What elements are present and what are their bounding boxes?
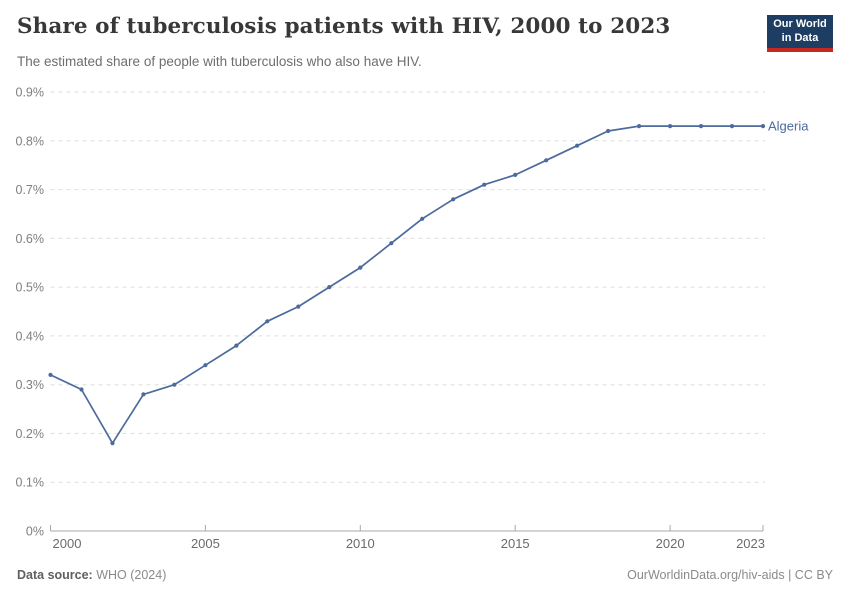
chart-subtitle: The estimated share of people with tuber… <box>17 54 422 69</box>
data-source: Data source: WHO (2024) <box>17 568 166 582</box>
chart-footer: Data source: WHO (2024) OurWorldinData.o… <box>17 568 833 582</box>
data-point[interactable] <box>141 392 146 397</box>
series-line-algeria[interactable] <box>49 125 764 445</box>
data-point[interactable] <box>358 265 363 270</box>
data-point[interactable] <box>729 124 735 129</box>
data-point[interactable] <box>110 441 115 446</box>
y-axis-tick-label: 0% <box>26 525 44 539</box>
series-label-algeria[interactable]: Algeria <box>768 119 809 134</box>
data-point[interactable] <box>637 124 642 129</box>
data-point[interactable] <box>296 304 301 309</box>
y-axis-tick-label: 0.1% <box>16 476 45 490</box>
line-chart: 0% 0.1% 0.2% 0.3% 0.4% 0.5% 0.6% 0.7% 0.8% 0.9% 20… <box>16 86 810 552</box>
data-point[interactable] <box>327 285 332 290</box>
data-point[interactable] <box>668 124 673 129</box>
data-point[interactable] <box>79 387 84 392</box>
y-axis-tick-label: 0.2% <box>16 427 45 441</box>
owid-logo-line1: Our World <box>773 18 827 30</box>
x-axis-tick-label: 2023 <box>736 536 765 551</box>
owid-logo-line2: in Data <box>781 31 819 44</box>
data-source-value: WHO (2024) <box>92 568 167 582</box>
data-point[interactable] <box>234 343 239 348</box>
data-point[interactable] <box>265 319 270 324</box>
data-point[interactable] <box>451 197 456 202</box>
x-axis-tick-label: 2005 <box>191 536 220 551</box>
y-axis-tick-label: 0.5% <box>16 281 45 295</box>
x-axis-tick-label: 2010 <box>346 536 375 551</box>
data-point[interactable] <box>575 143 580 148</box>
y-axis-tick-label: 0.7% <box>16 183 45 197</box>
page-title: Share of tuberculosis patients with HIV,… <box>17 14 671 39</box>
y-axis-tick-label: 0.3% <box>16 378 45 392</box>
y-axis-tick-label: 0.4% <box>16 329 45 343</box>
data-point[interactable] <box>172 382 177 387</box>
data-point[interactable] <box>760 124 766 129</box>
data-point[interactable] <box>544 158 549 163</box>
x-axis-tick-label: 2015 <box>501 536 530 551</box>
data-point[interactable] <box>482 182 487 187</box>
data-point[interactable] <box>48 372 53 377</box>
data-point[interactable] <box>513 172 518 177</box>
data-point[interactable] <box>606 128 611 134</box>
data-point[interactable] <box>203 363 208 368</box>
data-point[interactable] <box>389 241 394 246</box>
x-axis-tick-label: 2020 <box>656 536 685 551</box>
x-axis-tick-label: 2000 <box>53 536 82 551</box>
y-axis-tick-label: 0.9% <box>16 86 45 100</box>
data-point[interactable] <box>698 124 704 129</box>
y-axis-tick-label: 0.8% <box>16 134 45 148</box>
data-point[interactable] <box>420 216 425 221</box>
y-axis-tick-label: 0.6% <box>16 232 45 246</box>
data-source-label: Data source: <box>17 568 93 582</box>
credit-link[interactable]: OurWorldinData.org/hiv-aids | CC BY <box>627 568 833 582</box>
owid-logo[interactable]: Our World in Data <box>767 15 833 52</box>
